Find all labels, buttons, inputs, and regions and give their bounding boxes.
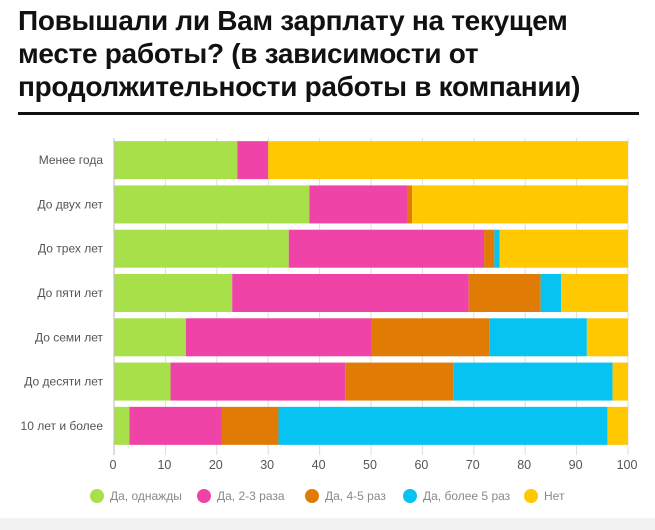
- bar-segment: [237, 141, 269, 180]
- bar-segment: [288, 229, 485, 268]
- x-tick-label: 30: [260, 458, 274, 472]
- legend-swatch: [403, 489, 417, 503]
- bar-segment: [453, 362, 613, 401]
- bar-segment: [114, 362, 171, 401]
- x-tick-label: 40: [312, 458, 326, 472]
- footer-strip: [0, 518, 655, 530]
- bar-segment: [494, 229, 500, 268]
- bar-segment: [484, 229, 495, 268]
- bar-segment: [371, 318, 490, 357]
- x-tick-label: 100: [617, 458, 638, 472]
- bar-segment: [114, 406, 130, 445]
- bar-segment: [499, 229, 628, 268]
- bar-segment: [185, 318, 371, 357]
- bar-segment: [114, 185, 310, 224]
- bar-segment: [114, 274, 233, 312]
- bar-segment: [345, 362, 454, 401]
- legend-label: Нет: [544, 489, 565, 503]
- category-label: До десяти лет: [24, 375, 103, 389]
- category-labels: Менее года До двух лет До трех лет До пяти …: [21, 153, 104, 433]
- bar-segment: [278, 406, 608, 445]
- legend-label: Да, однажды: [110, 489, 182, 503]
- bars: [114, 141, 628, 445]
- bar-segment: [607, 406, 628, 445]
- legend-swatch: [524, 489, 538, 503]
- category-label: До пяти лет: [37, 286, 103, 300]
- legend: Да, однажды Да, 2-3 раза Да, 4-5 раз Да, бо…: [90, 489, 565, 503]
- title-underline: [18, 112, 639, 115]
- bar-segment: [309, 185, 407, 224]
- bar-segment: [540, 274, 562, 312]
- x-tick-label: 20: [209, 458, 223, 472]
- x-tick-label: 70: [466, 458, 480, 472]
- legend-swatch: [90, 489, 104, 503]
- legend-swatch: [305, 489, 319, 503]
- bar-segment: [561, 274, 628, 312]
- bar-segment: [612, 362, 628, 401]
- category-label: До семи лет: [35, 330, 104, 344]
- x-tick-label: 0: [110, 458, 117, 472]
- bar-segment: [114, 141, 238, 180]
- bar-segment: [114, 318, 186, 357]
- legend-label: Да, 2-3 раза: [217, 489, 285, 503]
- bar-segment: [268, 141, 628, 180]
- bar-segment: [114, 229, 289, 268]
- x-tick-label: 50: [363, 458, 377, 472]
- x-tick-label: 90: [569, 458, 583, 472]
- bar-segment: [412, 185, 628, 224]
- category-label: До трех лет: [38, 242, 103, 256]
- category-label: До двух лет: [38, 197, 104, 211]
- chart-title: Повышали ли Вам зарплату на текущем мест…: [18, 5, 581, 102]
- bar-segment: [170, 362, 346, 401]
- legend-label: Да, более 5 раз: [423, 489, 511, 503]
- x-tick-label: 80: [517, 458, 531, 472]
- x-tick-label: 60: [414, 458, 428, 472]
- bar-segment: [232, 274, 469, 312]
- category-label: 10 лет и более: [21, 419, 104, 433]
- legend-label: Да, 4-5 раз: [325, 489, 386, 503]
- bar-segment: [221, 406, 279, 445]
- bar-segment: [129, 406, 222, 445]
- x-tick-label: 10: [157, 458, 171, 472]
- bar-segment: [406, 185, 413, 224]
- category-label: Менее года: [39, 153, 104, 167]
- bar-segment: [586, 318, 628, 357]
- legend-swatch: [197, 489, 211, 503]
- bar-segment: [489, 318, 587, 357]
- x-tick-labels: 0 10 20 30 40 50 60 70 80 90 100: [110, 458, 638, 472]
- bar-segment: [468, 274, 541, 312]
